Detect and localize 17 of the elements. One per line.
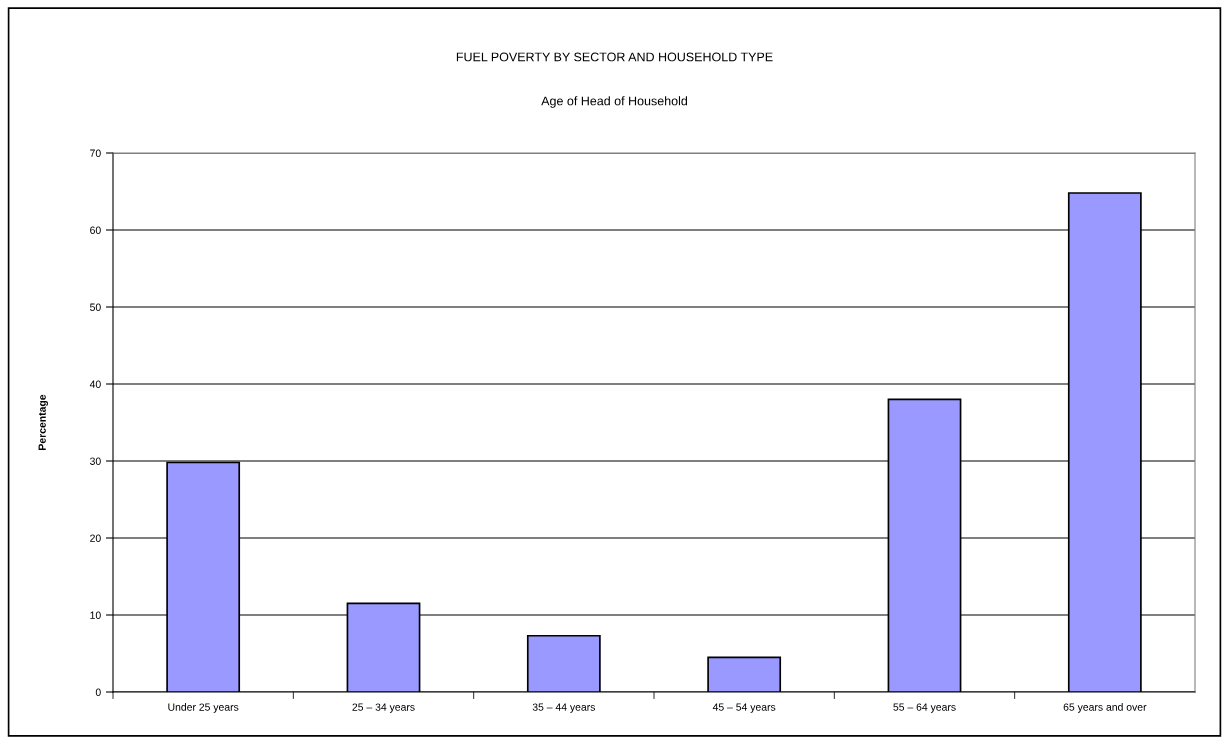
y-axis-title: Percentage [38,394,48,450]
x-tick-label: 65 years and over [1063,703,1147,713]
x-tick-label: 55 – 64 years [893,703,956,713]
x-tick-label: 35 – 44 years [532,703,596,713]
x-tick-label: 25 – 34 years [352,703,415,713]
x-tick-label: 45 – 54 years [712,703,776,713]
y-tick-label: 0 [95,688,101,696]
y-tick-label: 50 [90,303,101,311]
y-tick-label: 30 [90,457,101,465]
y-tick-label: 40 [89,380,101,388]
y-tick-label: 60 [90,226,101,234]
y-tick-label: 20 [90,534,101,542]
y-tick-label: 70 [90,149,101,157]
x-tick-label: Under 25 years [168,703,239,713]
y-tick-label: 10 [90,611,101,619]
chart-subtitle: Age of Head of Household [541,96,688,108]
chart-title: FUEL POVERTY BY SECTOR AND HOUSEHOLD TYPE [456,52,773,62]
